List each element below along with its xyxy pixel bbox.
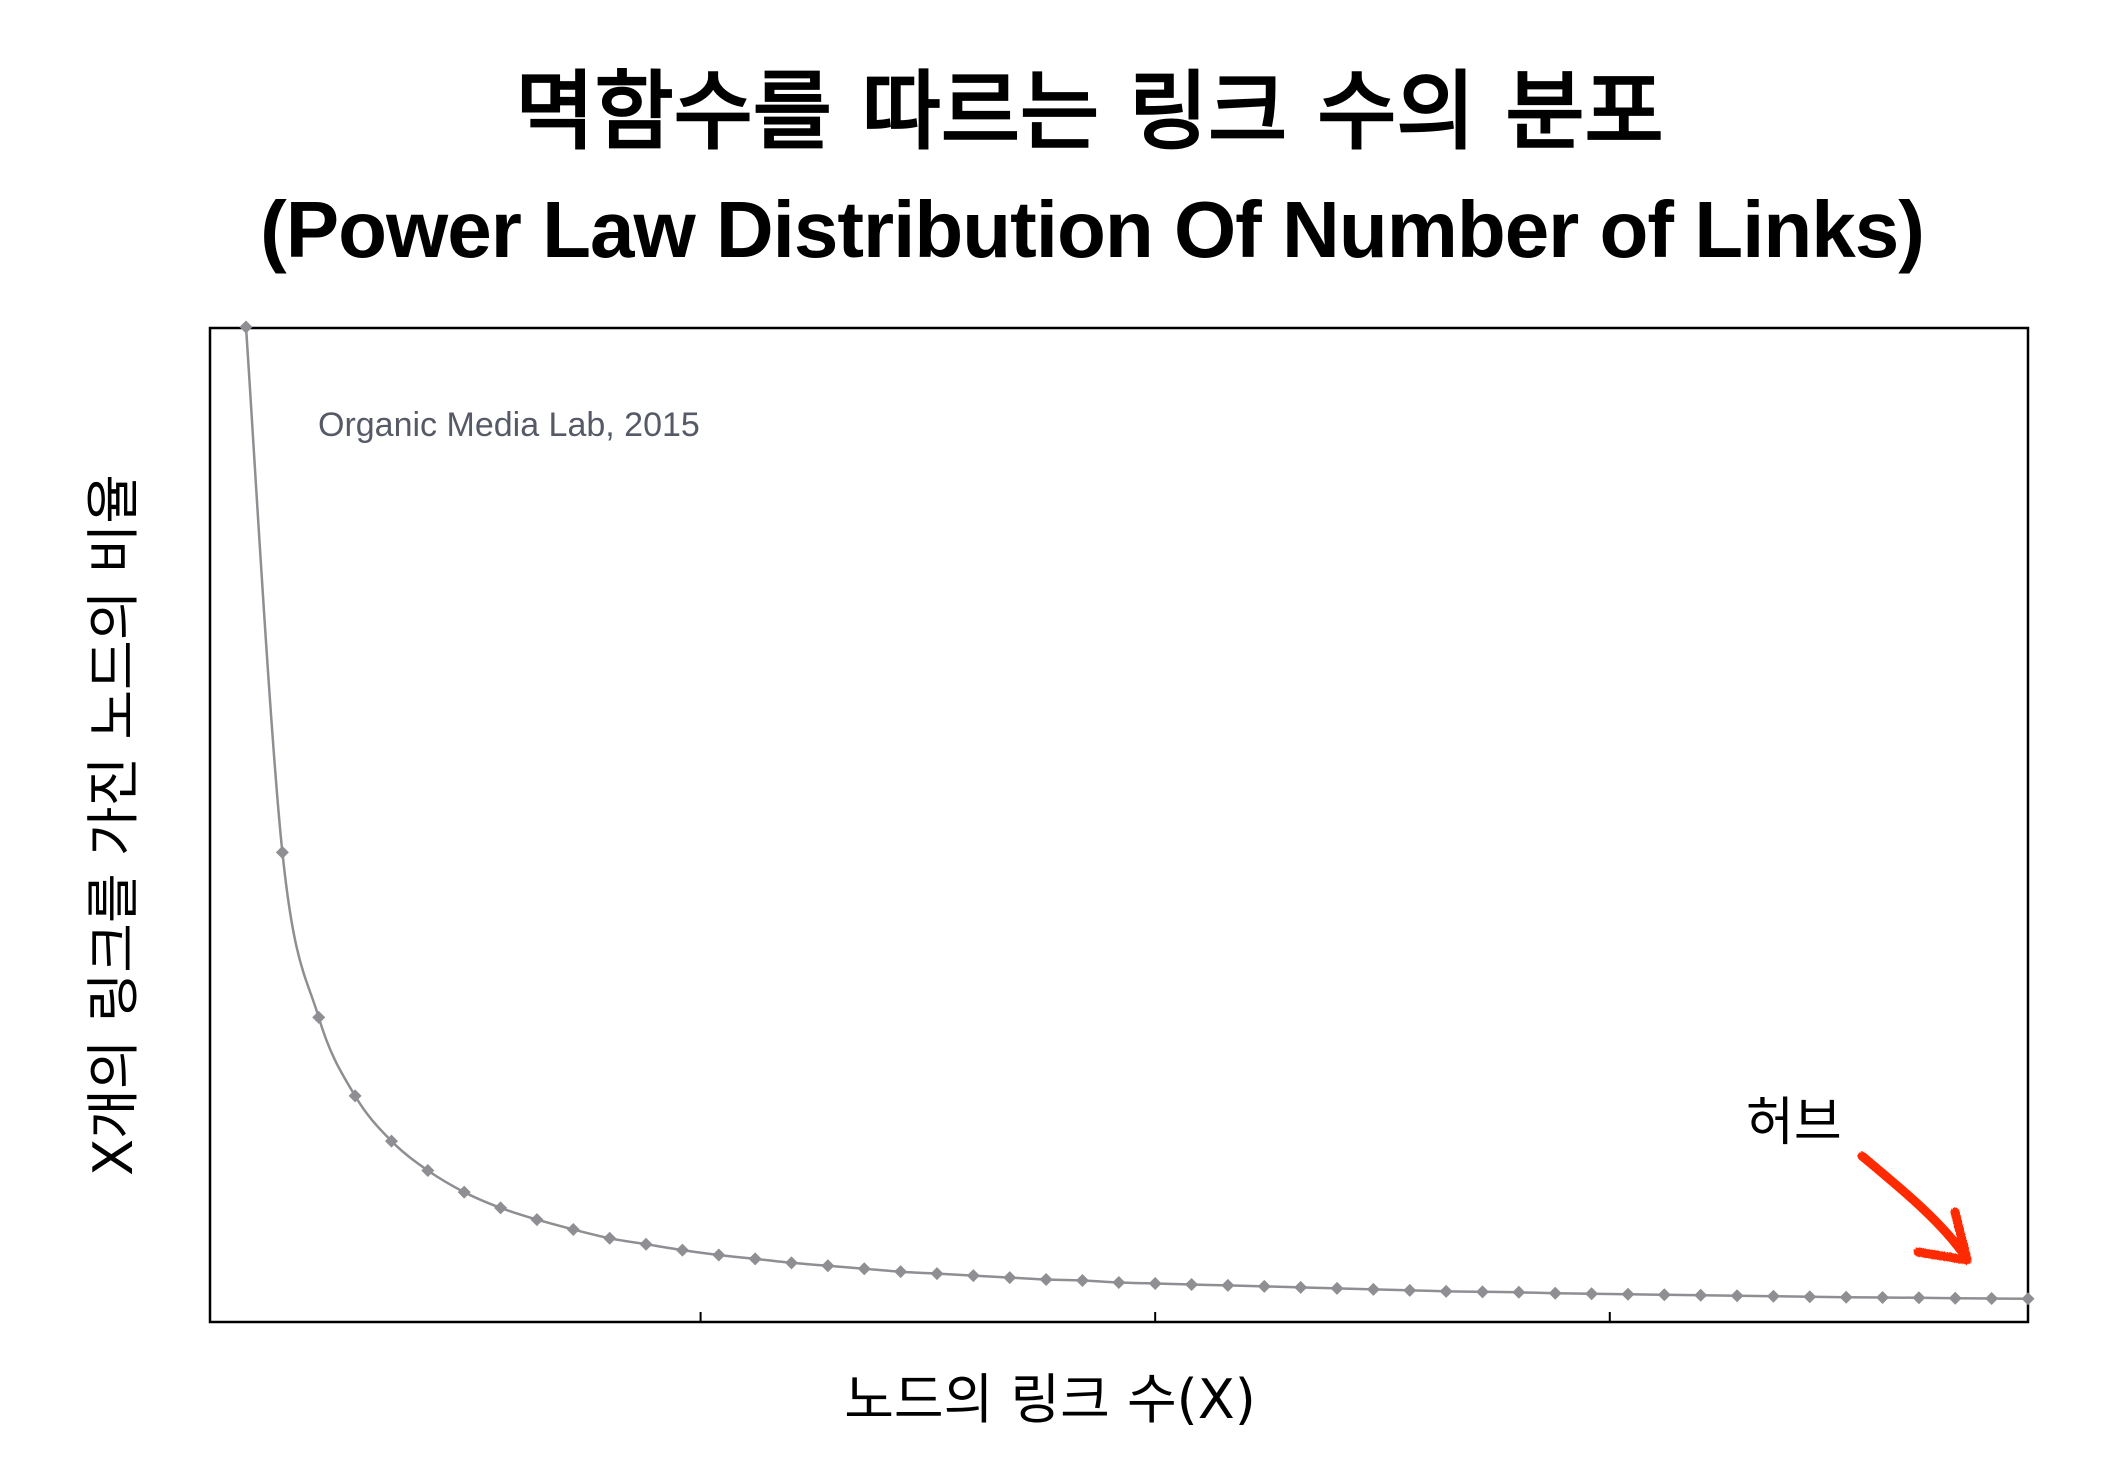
data-point-marker	[748, 1252, 762, 1266]
data-point-marker	[930, 1267, 944, 1281]
data-point-marker	[1657, 1288, 1671, 1302]
data-point-marker	[1221, 1278, 1235, 1292]
data-point-marker	[1475, 1285, 1489, 1299]
data-point-marker	[1366, 1282, 1380, 1296]
data-point-marker	[675, 1243, 689, 1257]
data-point-marker	[1185, 1277, 1199, 1291]
data-point-marker	[1985, 1291, 1999, 1305]
hub-arrow-icon	[1857, 1151, 1972, 1265]
data-point-marker	[1948, 1291, 1962, 1305]
y-axis-label: X개의 링크를 가진 노드의 비율	[82, 474, 145, 1176]
data-point-marker	[857, 1262, 871, 1276]
data-point-marker	[1112, 1275, 1126, 1289]
x-axis-ticks	[699, 1312, 1611, 1322]
data-point-marker	[712, 1248, 726, 1262]
data-point-marker	[1585, 1287, 1599, 1301]
data-point-marker	[1766, 1289, 1780, 1303]
data-point-marker	[785, 1256, 799, 1270]
data-point-marker	[1512, 1285, 1526, 1299]
series-markers	[239, 320, 2035, 1306]
hub-annotation-label: 허브	[1746, 1093, 1842, 1153]
data-point-marker	[1803, 1290, 1817, 1304]
data-point-marker	[1039, 1273, 1053, 1287]
data-point-marker	[1294, 1280, 1308, 1294]
data-point-marker	[530, 1213, 544, 1227]
data-point-marker	[821, 1259, 835, 1273]
watermark-text: Organic Media Lab, 2015	[318, 406, 700, 444]
data-point-marker	[1548, 1286, 1562, 1300]
data-point-marker	[1912, 1291, 1926, 1305]
data-point-marker	[494, 1201, 508, 1215]
chart-title-korean: 멱함수를 따르는 링크 수의 분포	[515, 62, 1664, 162]
data-point-marker	[275, 845, 289, 859]
plot-area-frame	[208, 326, 2030, 1324]
data-point-marker	[2021, 1292, 2035, 1306]
data-point-marker	[421, 1164, 435, 1178]
data-point-marker	[1439, 1284, 1453, 1298]
data-point-marker	[1730, 1289, 1744, 1303]
data-point-marker	[1003, 1271, 1017, 1285]
data-point-marker	[1330, 1281, 1344, 1295]
data-point-marker	[1621, 1287, 1635, 1301]
data-point-marker	[1075, 1274, 1089, 1288]
data-point-marker	[312, 1010, 326, 1024]
data-point-marker	[566, 1222, 580, 1236]
data-point-marker	[894, 1265, 908, 1279]
chart-title-english: (Power Law Distribution Of Number of Lin…	[260, 185, 1925, 274]
data-point-marker	[966, 1269, 980, 1283]
data-point-marker	[384, 1134, 398, 1148]
series-line	[244, 326, 2029, 1301]
data-point-marker	[639, 1237, 653, 1251]
data-point-marker	[348, 1089, 362, 1103]
data-point-marker	[1403, 1283, 1417, 1297]
data-point-marker	[1694, 1288, 1708, 1302]
data-point-marker	[1876, 1291, 1890, 1305]
data-point-marker	[603, 1231, 617, 1245]
data-point-marker	[1148, 1276, 1162, 1290]
data-point-marker	[239, 320, 253, 334]
data-point-marker	[1839, 1290, 1853, 1304]
x-axis-label: 노드의 링크 수(X)	[844, 1368, 1256, 1431]
data-point-marker	[457, 1185, 471, 1199]
data-point-marker	[1257, 1279, 1271, 1293]
